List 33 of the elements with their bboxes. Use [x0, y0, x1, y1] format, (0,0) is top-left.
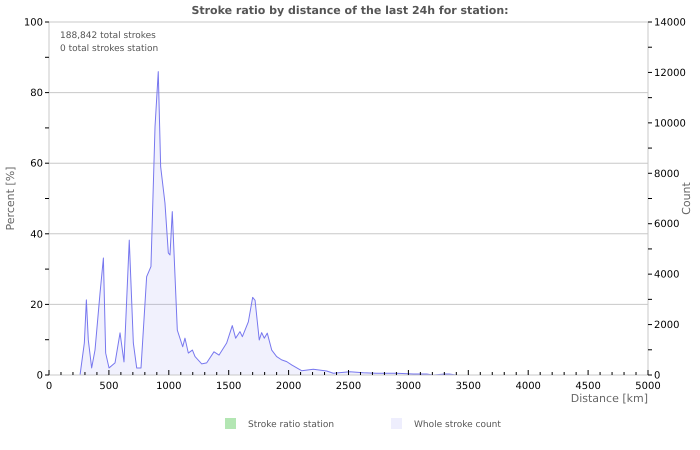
x-tick-label: 2500: [336, 381, 362, 392]
x-tick-label: 3000: [396, 381, 422, 392]
y-axis-title: Percent [%]: [4, 166, 17, 230]
annotation: 0 total strokes station: [60, 44, 158, 54]
y2-tick-label: 0: [654, 370, 660, 382]
y2-tick-label: 4000: [654, 270, 680, 281]
y2-tick-label: 2000: [654, 320, 680, 332]
chart-title: Stroke ratio by distance of the last 24h for station:: [191, 4, 509, 17]
y2-tick-label: 14000: [654, 18, 686, 28]
y2-tick-label: 10000: [654, 118, 686, 130]
x-tick-label: 4500: [575, 381, 601, 392]
y-tick-label: 100: [24, 18, 43, 28]
x-tick-label: 0: [46, 381, 52, 392]
x-tick-label: 4000: [515, 381, 541, 392]
y2-axis-title: Count: [680, 181, 693, 215]
legend-label: Whole stroke count: [414, 420, 502, 430]
legend-label: Stroke ratio station: [248, 420, 334, 430]
y2-tick-label: 12000: [654, 68, 686, 79]
x-tick-label: 2000: [276, 381, 302, 392]
x-tick-label: 1000: [156, 381, 182, 392]
y-tick-label: 0: [36, 370, 43, 382]
x-tick-label: 1500: [216, 381, 242, 392]
y2-tick-label: 6000: [654, 219, 680, 230]
y-tick-label: 80: [30, 88, 43, 100]
y-tick-label: 60: [30, 158, 43, 170]
x-tick-label: 500: [99, 381, 118, 392]
y2-tick-label: 8000: [654, 168, 680, 180]
y-tick-label: 40: [30, 229, 43, 240]
annotation: 188,842 total strokes: [60, 31, 156, 41]
y-tick-label: 20: [30, 300, 43, 311]
x-tick-label: 3500: [456, 381, 482, 392]
x-tick-label: 5000: [635, 381, 661, 392]
x-axis-title: Distance [km]: [570, 392, 648, 405]
